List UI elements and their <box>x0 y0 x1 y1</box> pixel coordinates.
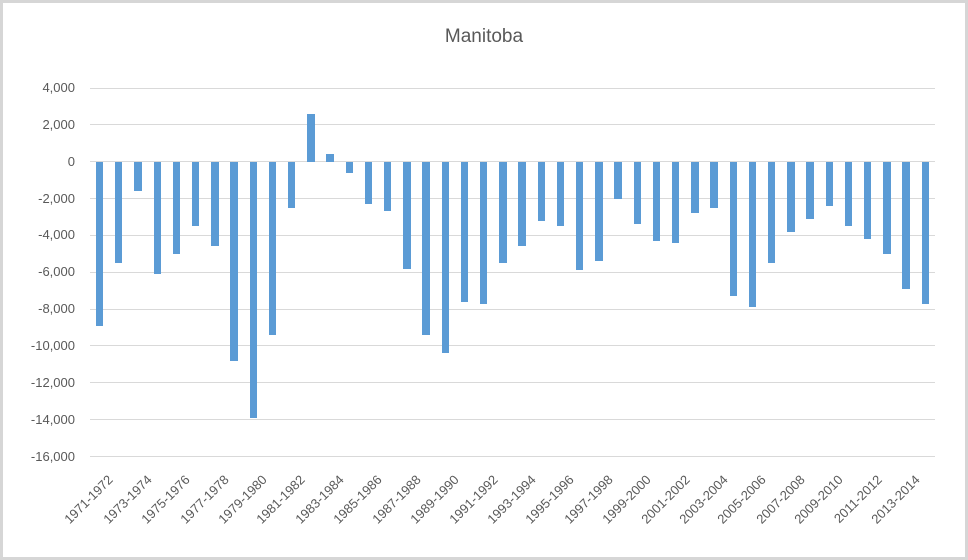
bar <box>230 161 238 361</box>
bar <box>768 161 776 264</box>
gridline <box>90 124 935 126</box>
y-axis-tick-label: 4,000 <box>42 80 75 95</box>
gridline <box>90 271 935 273</box>
gridline <box>90 382 935 384</box>
bar <box>364 161 373 205</box>
bar <box>249 161 257 418</box>
y-axis-tick-label: -14,000 <box>30 411 75 427</box>
y-axis-tick-label: 2,000 <box>42 116 75 132</box>
bar <box>518 161 526 247</box>
y-axis-tick-label: -6,000 <box>38 264 75 280</box>
bar <box>787 161 795 232</box>
gridline <box>90 87 935 89</box>
bar <box>499 161 507 264</box>
gridline <box>90 308 935 310</box>
y-axis-tick-label: -2,000 <box>38 190 75 206</box>
bar <box>633 161 642 225</box>
bar <box>902 161 910 289</box>
bar <box>921 161 930 304</box>
gridline <box>90 198 935 200</box>
bar <box>403 161 411 269</box>
y-axis-tick-label: 0 <box>67 153 75 169</box>
bar <box>460 161 469 302</box>
bar <box>345 161 353 173</box>
bar <box>422 161 430 335</box>
bar <box>825 161 834 206</box>
gridline <box>90 456 935 457</box>
bar <box>672 161 680 243</box>
y-axis-tick-label: -16,000 <box>30 448 75 464</box>
y-axis-tick-label: -8,000 <box>38 301 75 317</box>
bar <box>268 161 277 335</box>
bar <box>883 161 891 254</box>
gridline <box>90 161 935 163</box>
bar <box>211 161 219 247</box>
bar <box>614 161 622 199</box>
bar <box>134 161 142 192</box>
bar <box>691 161 699 214</box>
bar <box>191 161 200 227</box>
bar <box>307 113 315 162</box>
bar <box>710 161 718 208</box>
bar <box>95 161 104 326</box>
bar <box>115 161 123 264</box>
gridline <box>90 345 935 347</box>
bar <box>556 161 565 227</box>
y-axis-tick-label: -4,000 <box>38 227 75 243</box>
bar <box>479 161 488 304</box>
bar <box>537 161 545 221</box>
bar <box>844 161 853 227</box>
gridline <box>90 419 935 421</box>
bar <box>748 161 757 308</box>
bar <box>287 161 296 208</box>
bar <box>441 161 449 354</box>
bar <box>172 161 181 254</box>
bar <box>729 161 738 297</box>
bar <box>326 154 334 162</box>
bar <box>153 161 161 275</box>
chart-title: Manitoba <box>444 26 524 47</box>
y-axis-tick-label: -10,000 <box>30 337 75 353</box>
y-axis-tick-label: -12,000 <box>30 374 75 390</box>
bar <box>652 161 661 241</box>
bar <box>806 161 814 219</box>
bar <box>383 161 392 212</box>
bar <box>864 161 872 240</box>
gridline <box>90 234 935 236</box>
bar <box>595 161 603 262</box>
bar <box>576 161 584 271</box>
